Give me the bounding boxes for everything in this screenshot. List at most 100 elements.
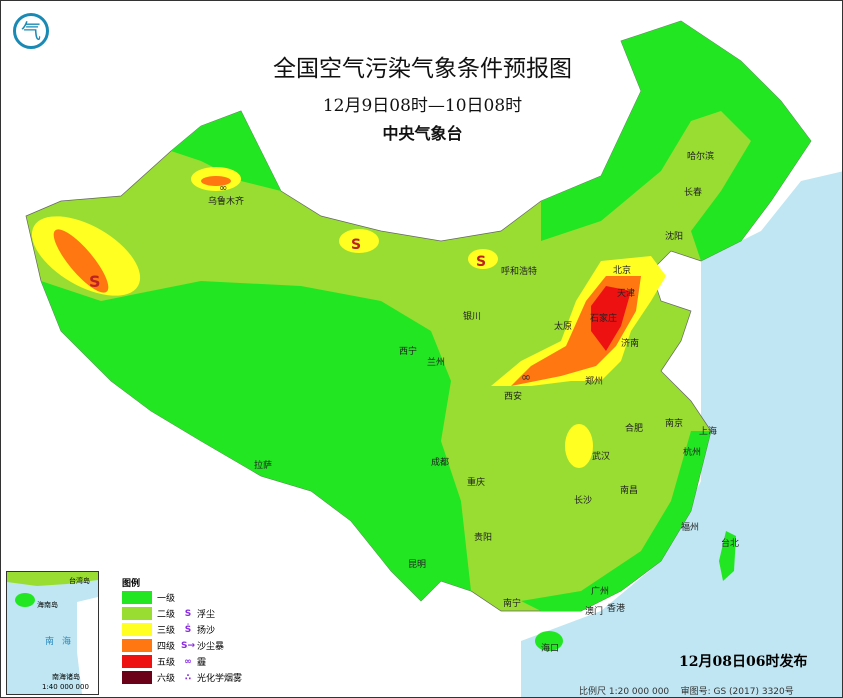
issuer: 中央气象台 [382,124,463,143]
legend-item: 六级 ∴ 光化学烟雾 [122,671,242,684]
legend-symbol-label: 霾 [197,658,207,668]
inset-label-south-sea: 南海 [45,637,80,647]
city-label: 广州 [591,587,610,597]
city-label: 长春 [684,188,703,198]
legend-level: 一级 [157,594,176,604]
city-label: 贵阳 [474,533,493,543]
legend-swatch [122,591,152,604]
legend-swatch [122,623,152,636]
inset-label-hainan: 海南岛 [37,601,58,609]
legend-level: 二级 [157,610,176,620]
city-label: 长沙 [574,496,593,506]
city-label: 海口 [541,644,560,654]
level3-hubei [565,424,593,468]
city-label: 杭州 [683,448,702,458]
city-label: 澳门 [585,607,604,617]
city-label: 南京 [665,419,684,429]
legend-symbol-label: 扬沙 [197,626,216,636]
city-label: 天津 [617,289,636,299]
haze-symbol: ∞ [219,183,227,194]
city-label: 呼和浩特 [501,267,538,277]
south-china-sea-inset: 台湾岛 海南岛 南海 南海诸岛 1:40 000 000 [6,571,99,695]
publish-time: 12月08日06时发布 [679,654,808,670]
city-label: 乌鲁木齐 [208,197,245,207]
legend-item: 二级 S 浮尘 [122,607,215,620]
legend-swatch [122,655,152,668]
city-label: 武汉 [592,452,611,462]
legend-item: 四级 S→ 沙尘暴 [122,639,224,652]
map-title: 全国空气污染气象条件预报图 [273,56,572,82]
level1-north-xinjiang [171,111,281,191]
city-label: 沈阳 [665,232,684,242]
city-label: 昆明 [408,560,427,570]
dust-symbol: S [476,254,486,270]
city-label: 西宁 [399,347,418,357]
city-label: 济南 [621,339,640,349]
city-label: 成都 [431,458,450,468]
haze-symbol: ∞ [521,370,531,384]
city-label: 哈尔滨 [687,152,715,162]
city-label: 福州 [681,523,700,533]
city-label: 南宁 [503,599,522,609]
legend-level: 六级 [157,674,176,684]
legend-symbol-icon: S→ [180,640,196,651]
city-label: 西安 [504,392,523,402]
legend-symbol-icon: ∴ [184,672,192,683]
inset-label-taiwan: 台湾岛 [69,577,90,585]
city-label: 石家庄 [590,314,618,324]
legend-swatch [122,639,152,652]
city-label: 台北 [721,539,740,549]
map-footer: 比例尺 1:20 000 000 审图号: GS (2017) 3320号 [579,684,794,697]
legend-symbol-icon: ∞ [184,656,192,667]
legend-item: 一级 [122,591,197,604]
inset-label-islands: 南海诸岛 [52,673,80,681]
map-number: 审图号: GS (2017) 3320号 [680,687,794,697]
level3-central [339,229,379,253]
scale-text: 比例尺 1:20 000 000 [579,687,670,697]
level5-north-china [591,286,631,351]
city-label: 北京 [613,266,632,276]
legend-level: 五级 [157,658,176,668]
city-label: 郑州 [585,377,604,387]
level3-inner-mongolia [468,249,498,269]
city-label: 拉萨 [254,461,273,471]
city-label: 南昌 [620,486,639,496]
inset-map [7,572,98,694]
legend-symbol-label: 沙尘暴 [197,642,225,652]
forecast-period: 12月9日08时—10日08时 [322,96,523,116]
dust-symbol: S [351,237,361,253]
level4-urumqi [201,176,231,186]
city-label: 香港 [607,604,626,614]
hainan [535,631,563,651]
level1-tibet [41,281,471,601]
city-label: 兰州 [427,358,446,368]
dust-symbol: S [89,272,101,291]
legend-item: 五级 ∞ 霾 [122,655,206,668]
legend-item: 三级 Ṡ 扬沙 [122,623,215,636]
city-label: 合肥 [625,424,644,434]
legend-swatch [122,671,152,684]
legend-symbol-icon: Ṡ [184,624,192,635]
logo-glyph: 气 [21,19,41,43]
level1-northeast [541,21,811,261]
legend-title: 图例 [122,579,141,589]
city-label: 上海 [699,427,718,437]
legend-symbol-label: 光化学烟雾 [197,674,243,684]
legend-level: 三级 [157,626,176,636]
legend-symbol-icon: S [184,608,192,619]
legend-level: 四级 [157,642,176,652]
legend-swatch [122,607,152,620]
legend: 图例 一级二级 S 浮尘三级 Ṡ 扬沙四级 S→ 沙尘暴五级 ∞ 霾六级 ∴ 光化学烟雾 [117,573,259,691]
taiwan [719,531,736,581]
level1-southeast [521,431,711,611]
cma-logo: 气 [13,13,49,49]
inset-scale: 1:40 000 000 [42,683,89,691]
city-label: 太原 [554,322,573,332]
city-label: 重庆 [467,478,486,488]
sea [521,171,842,697]
level4-west-xinjiang [53,229,109,293]
city-label: 银川 [463,312,482,322]
legend-symbol-label: 浮尘 [197,610,216,620]
